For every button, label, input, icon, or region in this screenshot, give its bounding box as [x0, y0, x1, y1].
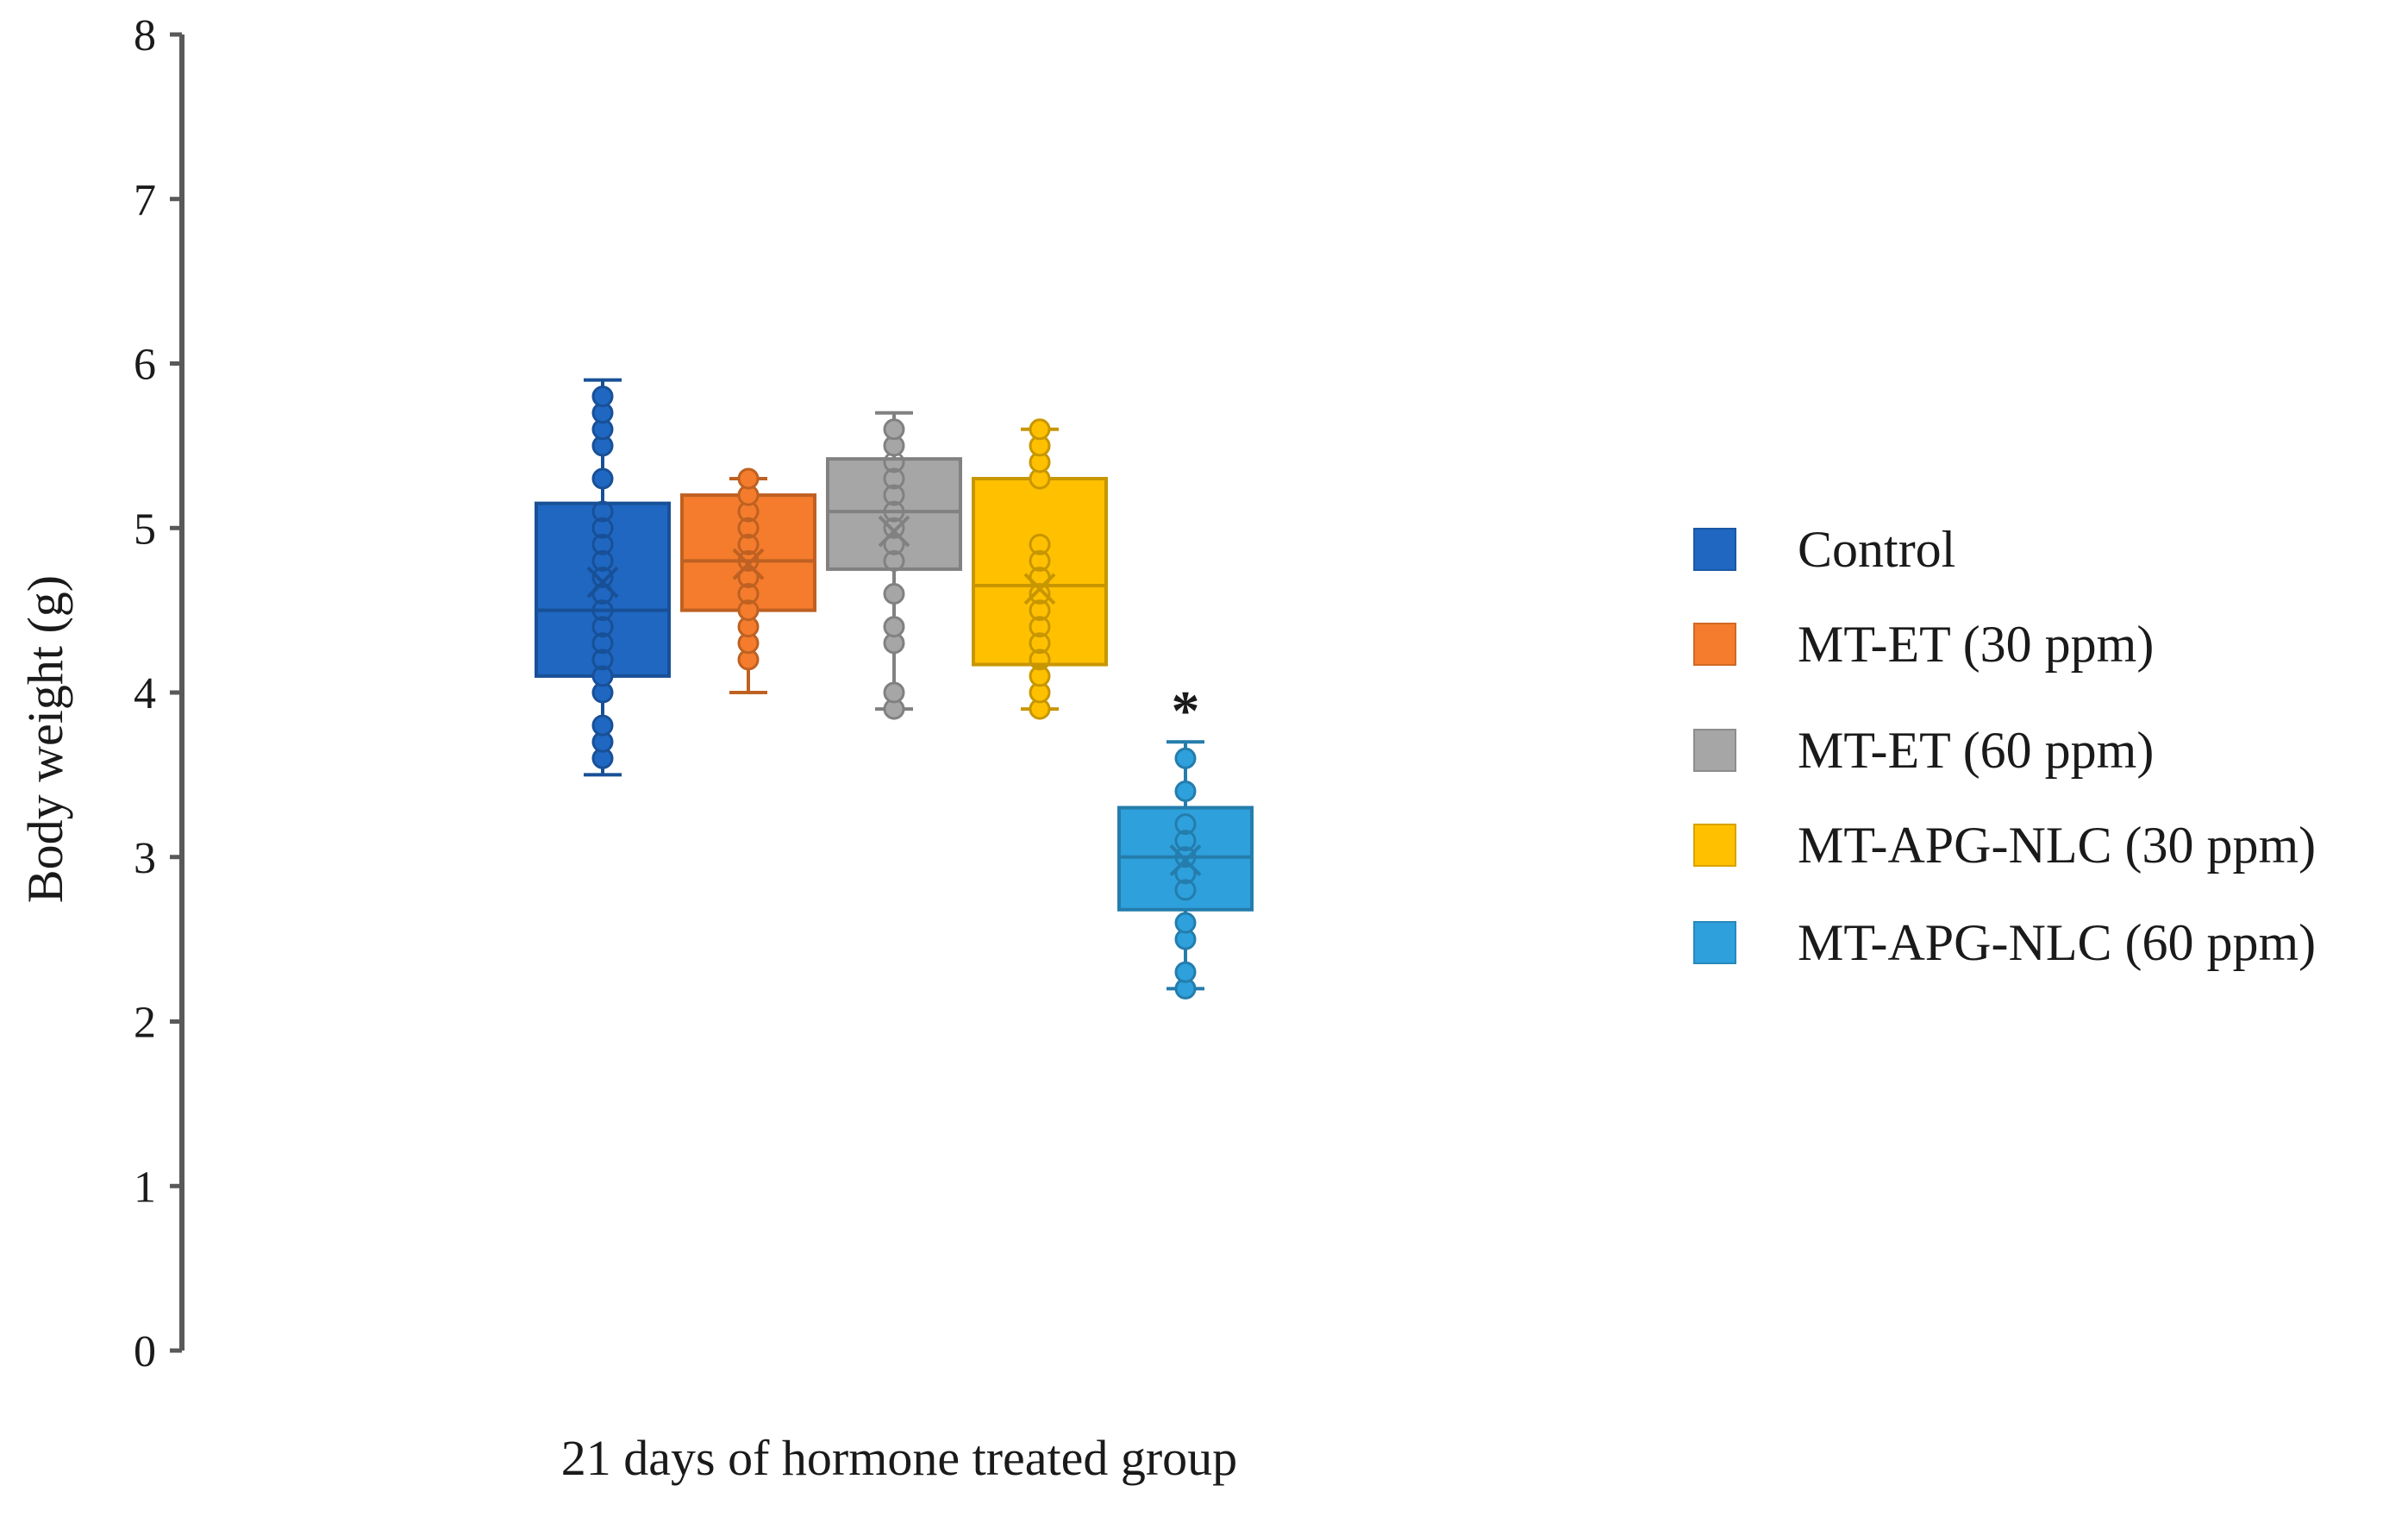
mean-marker	[1023, 573, 1056, 605]
data-point	[1029, 649, 1051, 671]
data-point	[883, 681, 905, 704]
data-point	[591, 599, 614, 622]
data-point	[737, 566, 760, 588]
y-tick-label: 3	[134, 834, 156, 883]
box-3	[826, 411, 962, 720]
box-1	[535, 378, 671, 777]
data-point	[883, 583, 905, 605]
data-point	[883, 616, 905, 638]
data-point	[591, 665, 614, 687]
legend-item-5: MT-APG-NLC (60 ppm)	[1693, 914, 2316, 971]
data-point	[591, 714, 614, 737]
data-point	[883, 549, 905, 572]
legend-item-2: MT-ET (30 ppm)	[1693, 616, 2154, 673]
legend-swatch	[1693, 623, 1736, 666]
data-point	[1029, 599, 1051, 622]
legend-swatch	[1693, 824, 1736, 867]
data-point	[883, 500, 905, 523]
data-point	[591, 517, 614, 539]
y-tick-label: 6	[134, 341, 156, 390]
data-point	[1174, 879, 1197, 901]
y-tick-label: 2	[134, 999, 156, 1048]
y-tick-label: 5	[134, 505, 156, 554]
data-point	[737, 583, 760, 605]
y-tick-label: 7	[134, 176, 156, 225]
y-tick-label: 0	[134, 1327, 156, 1376]
data-point	[591, 500, 614, 523]
data-point	[591, 632, 614, 655]
box-2	[680, 467, 816, 694]
data-point	[591, 649, 614, 671]
data-point	[737, 533, 760, 555]
mean-marker	[878, 515, 910, 548]
data-point	[883, 418, 905, 441]
x-axis-title: 21 days of hormone treated group	[561, 1430, 1237, 1486]
data-point	[591, 566, 614, 588]
legend-swatch	[1693, 921, 1736, 964]
data-point	[591, 549, 614, 572]
data-point	[1029, 418, 1051, 441]
data-point	[737, 549, 760, 572]
legend: Control MT-ET (30 ppm) MT-ET (60 ppm) MT-AP…	[1693, 521, 2316, 971]
data-point	[1029, 616, 1051, 638]
data-point	[1174, 912, 1197, 934]
data-point	[1174, 830, 1197, 852]
legend-label: MT-ET (30 ppm)	[1798, 616, 2154, 673]
legend-label: Control	[1798, 521, 1955, 578]
data-point	[737, 599, 760, 622]
y-axis-title: Body weight (g)	[17, 575, 73, 903]
data-point	[1174, 780, 1197, 802]
data-point	[1029, 533, 1051, 555]
data-point	[1029, 583, 1051, 605]
data-point	[1174, 862, 1197, 885]
mean-marker	[586, 566, 619, 599]
data-point	[883, 467, 905, 490]
legend-item-3: MT-ET (60 ppm)	[1693, 722, 2154, 779]
mean-marker	[732, 548, 765, 580]
y-axis-ticks: 0 1 2 3 4 5 6 7 8	[134, 11, 182, 1376]
data-point	[737, 467, 760, 490]
legend-label: MT-APG-NLC (30 ppm)	[1798, 817, 2316, 874]
data-point	[883, 533, 905, 555]
data-point	[737, 517, 760, 539]
data-point	[1029, 665, 1051, 687]
legend-swatch	[1693, 528, 1736, 571]
data-point	[883, 484, 905, 506]
data-point	[1029, 549, 1051, 572]
y-tick-label: 8	[134, 11, 156, 60]
data-point	[1174, 961, 1197, 983]
data-point	[1174, 747, 1197, 769]
legend-item-4: MT-APG-NLC (30 ppm)	[1693, 817, 2316, 874]
legend-swatch	[1693, 729, 1736, 772]
significance-marker: *	[1172, 680, 1200, 743]
data-point	[1174, 813, 1197, 836]
legend-label: MT-ET (60 ppm)	[1798, 722, 2154, 779]
data-point	[1029, 632, 1051, 655]
data-point	[591, 386, 614, 408]
mean-marker	[1169, 844, 1202, 876]
box-5: *	[1117, 680, 1254, 1000]
legend-item-1: Control	[1693, 521, 1955, 578]
data-point	[591, 616, 614, 638]
y-tick-label: 1	[134, 1163, 156, 1212]
box-series-group: *	[535, 378, 1254, 1000]
box-4	[972, 418, 1108, 720]
data-point	[591, 533, 614, 555]
y-tick-label: 4	[134, 669, 156, 718]
data-point	[591, 467, 614, 490]
legend-label: MT-APG-NLC (60 ppm)	[1798, 914, 2316, 971]
data-point	[883, 517, 905, 539]
data-point	[1174, 846, 1197, 868]
axes: 0 1 2 3 4 5 6 7 8	[134, 11, 185, 1376]
